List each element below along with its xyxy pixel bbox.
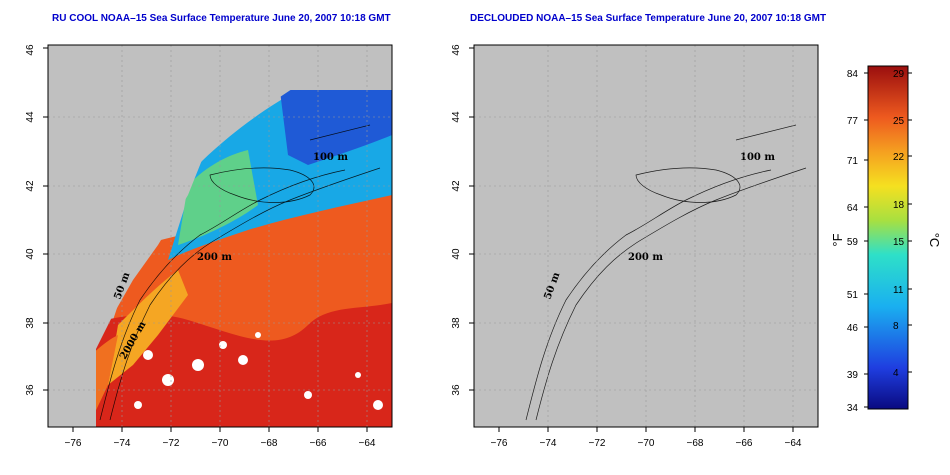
x-tick-label: −74	[540, 438, 557, 449]
y-tick-label: 38	[451, 317, 462, 329]
x-tick-label: −64	[359, 438, 376, 449]
y-tick-label: 46	[25, 44, 36, 56]
colorbar-f-tick: 51	[847, 290, 859, 301]
x-tick-label: −70	[638, 438, 655, 449]
y-tick-label: 40	[25, 248, 36, 260]
y-tick-label: 38	[25, 317, 36, 329]
colorbar-celsius-label: °C	[927, 233, 942, 248]
colorbar-f-tick: 39	[847, 370, 859, 381]
y-axis-declouded: 36 38 40 42 44 46	[451, 44, 474, 396]
y-tick-label: 46	[451, 44, 462, 56]
bathymetry-contours	[99, 124, 807, 421]
colorbar-c-tick: 11	[893, 285, 904, 296]
panel-title-declouded: DECLOUDED NOAA–15 Sea Surface Temperatur…	[470, 13, 827, 24]
y-tick-label: 42	[451, 180, 462, 192]
x-tick-label: −66	[736, 438, 753, 449]
panel-title-raw: RU COOL NOAA–15 Sea Surface Temperature …	[52, 13, 391, 24]
y-tick-label: 36	[25, 384, 36, 396]
colorbar-f-tick: 71	[847, 156, 859, 167]
y-axis-raw: 36 38 40 42 44 46	[25, 44, 48, 396]
graticule	[48, 45, 818, 427]
colorbar-c-tick: 8	[893, 321, 899, 332]
y-tick-label: 44	[25, 111, 36, 123]
contour-label: 200 m	[197, 252, 232, 263]
colorbar-c-tick: 4	[893, 368, 899, 379]
y-tick-label: 42	[25, 180, 36, 192]
contour-label: 200 m	[628, 252, 663, 263]
colorbar-c-tick: 22	[893, 152, 905, 163]
colorbar-f-tick: 84	[847, 69, 859, 80]
colorbar-c-tick: 29	[893, 69, 905, 80]
y-tick-label: 36	[451, 384, 462, 396]
colorbar-f-tick: 59	[847, 237, 859, 248]
x-tick-label: −64	[785, 438, 802, 449]
colorbar: 84 77 71 64 59 51 46 39 34 29 25 22 18 1…	[830, 65, 942, 414]
contour-label: 100 m	[313, 152, 348, 163]
contour-label: 100 m	[740, 152, 775, 163]
x-tick-label: −72	[163, 438, 180, 449]
colorbar-f-tick: 34	[847, 403, 859, 414]
x-axis-raw: −76 −74 −72 −70 −68 −66 −64	[65, 427, 376, 449]
x-tick-label: −70	[212, 438, 229, 449]
colorbar-gradient	[867, 65, 909, 410]
colorbar-f-tick: 64	[847, 203, 859, 214]
x-tick-label: −66	[310, 438, 327, 449]
colorbar-c-tick: 15	[893, 237, 905, 248]
colorbar-c-tick: 18	[893, 200, 905, 211]
x-tick-label: −68	[687, 438, 704, 449]
colorbar-f-tick: 77	[847, 116, 859, 127]
x-tick-label: −76	[65, 438, 82, 449]
y-tick-label: 40	[451, 248, 462, 260]
x-tick-label: −68	[261, 438, 278, 449]
colorbar-c-tick: 25	[893, 116, 905, 127]
x-tick-label: −74	[114, 438, 131, 449]
x-axis-declouded: −76 −74 −72 −70 −68 −66 −64	[491, 427, 802, 449]
x-tick-label: −72	[589, 438, 606, 449]
x-tick-label: −76	[491, 438, 508, 449]
colorbar-fahrenheit-label: °F	[830, 233, 845, 246]
y-tick-label: 44	[451, 111, 462, 123]
colorbar-f-tick: 46	[847, 323, 859, 334]
